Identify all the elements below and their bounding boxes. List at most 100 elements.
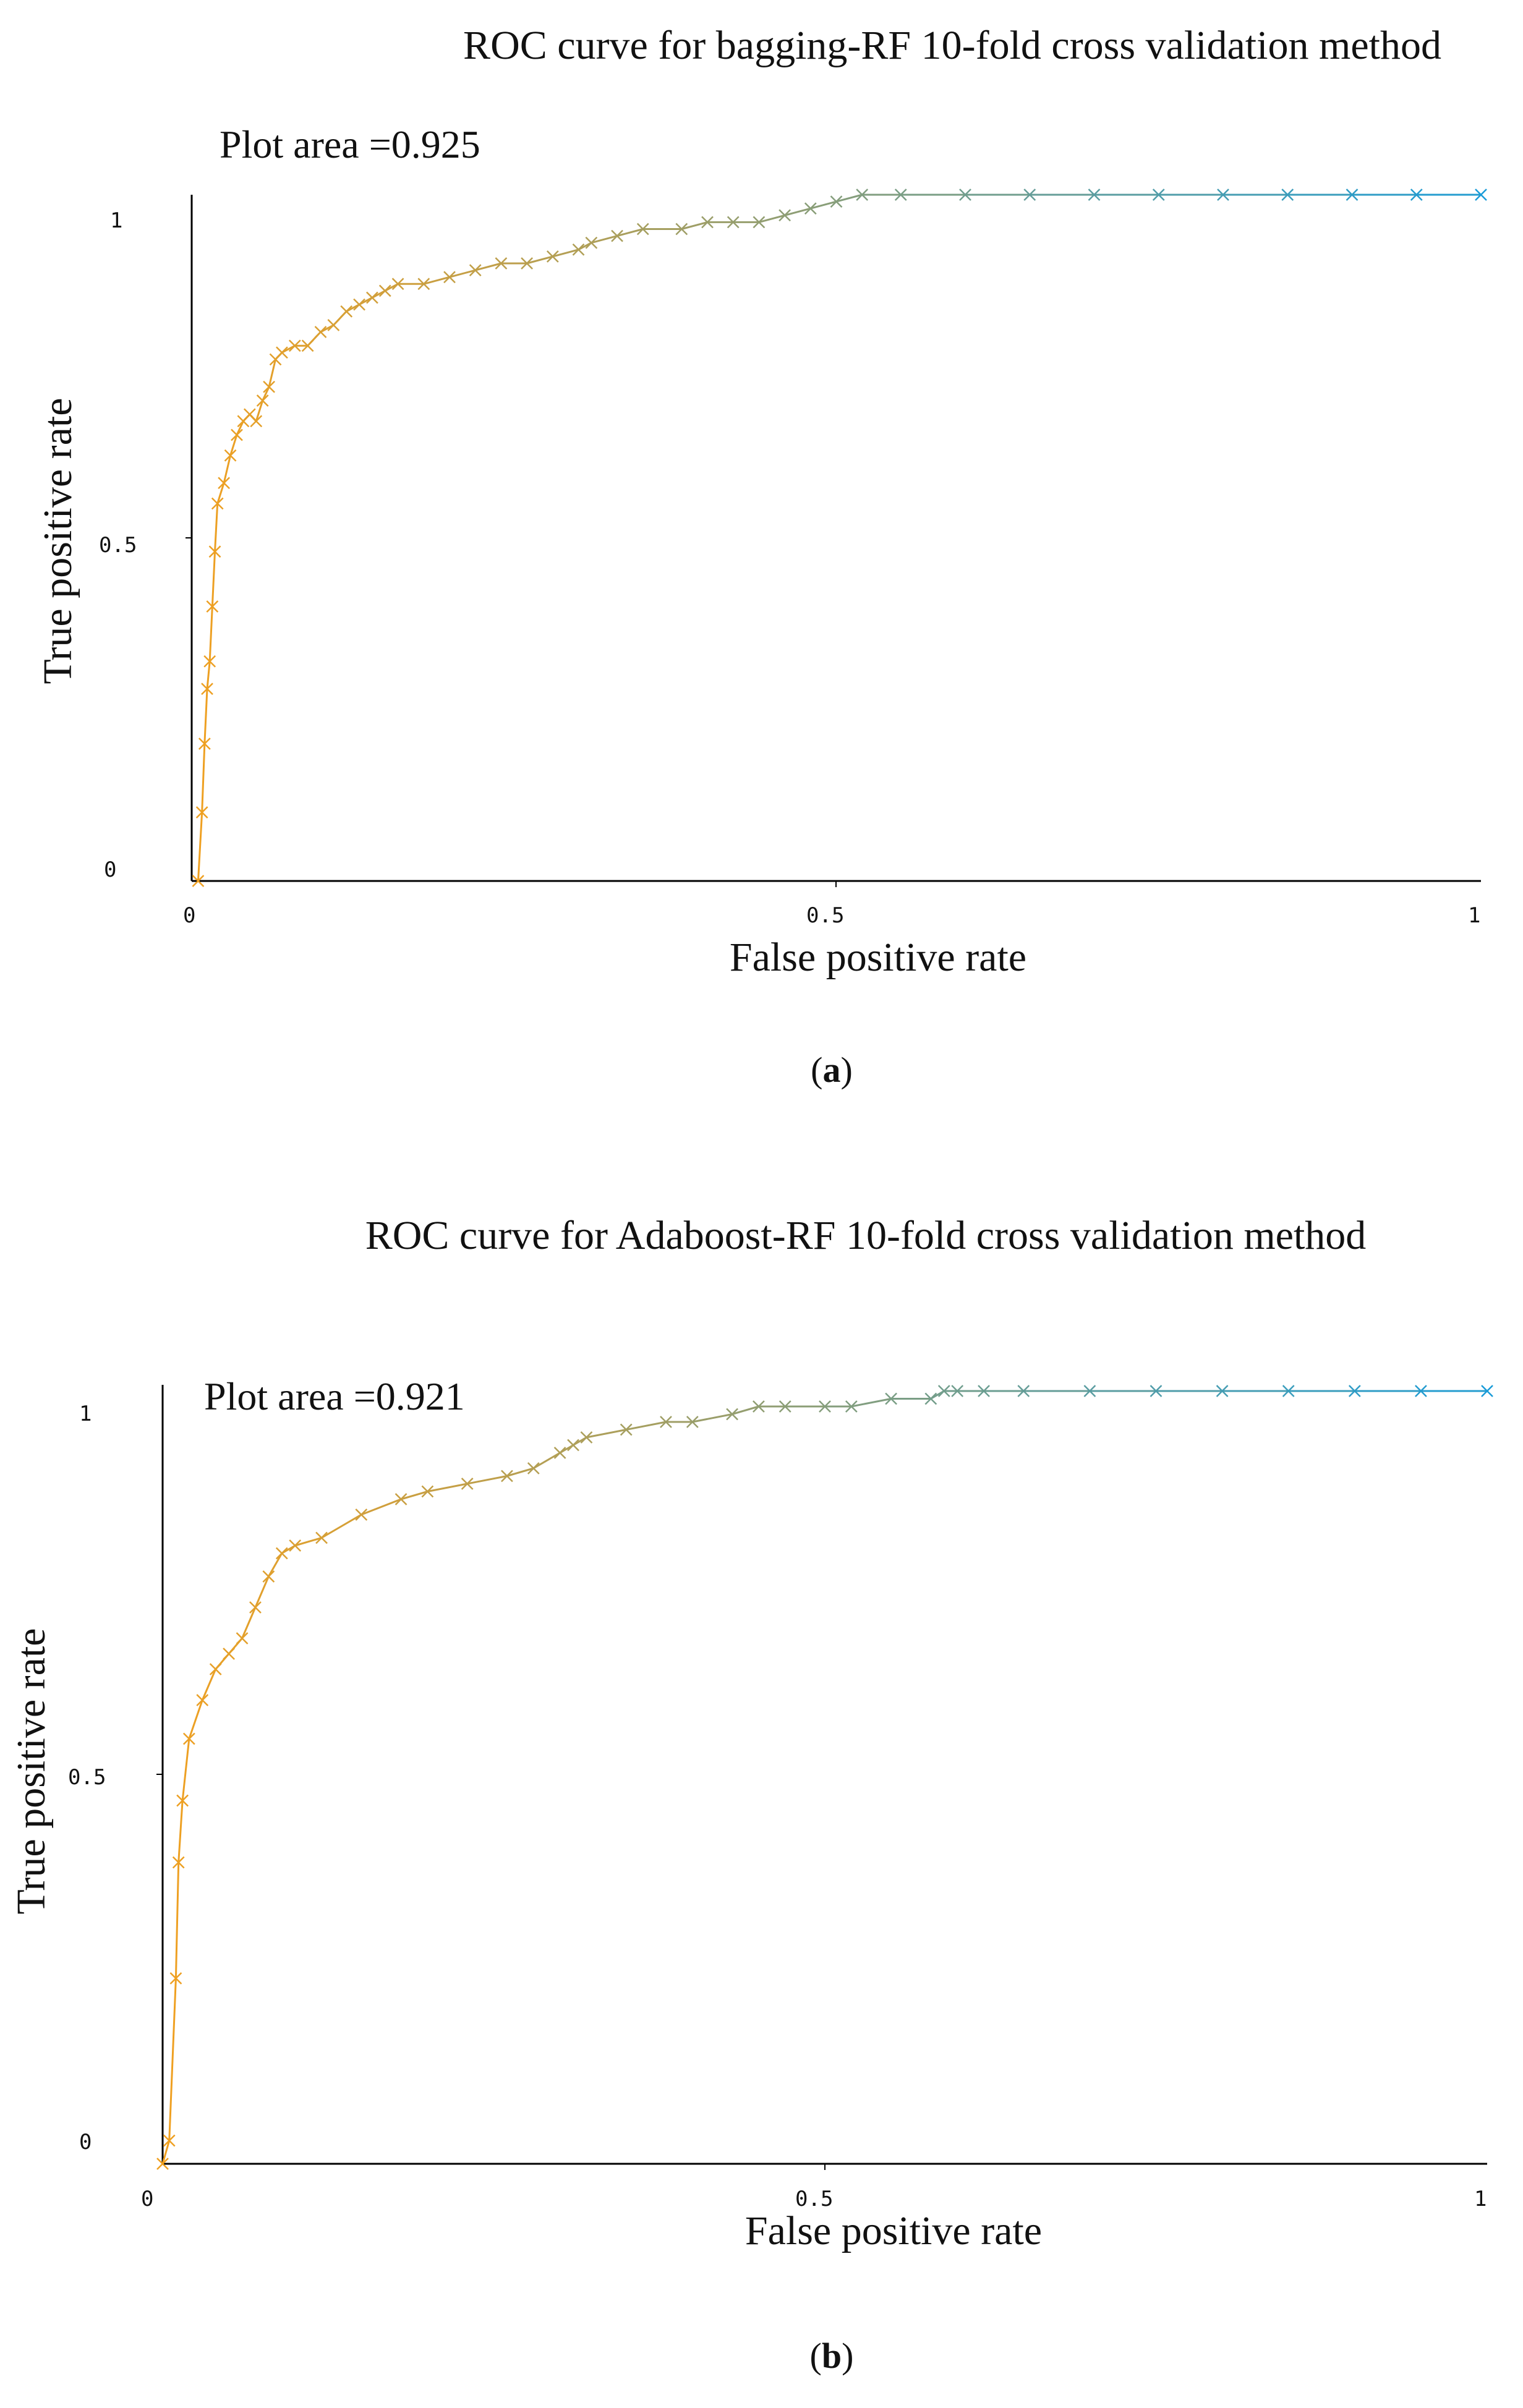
roc-line-segment — [400, 1491, 429, 1500]
roc-point — [1217, 189, 1229, 201]
figure-a: ROC curve for bagging-RF 10-fold cross v… — [0, 0, 1523, 1175]
x-tick-label: 0 — [183, 903, 195, 928]
roc-point — [209, 1663, 222, 1675]
y-tick-label: 1 — [79, 1402, 92, 1426]
roc-point — [660, 1416, 672, 1428]
roc-point — [1152, 189, 1165, 201]
y-axis-label: True positive rate — [9, 1628, 54, 1914]
roc-point — [894, 189, 907, 201]
figure-b: ROC curve for Adaboost-RF 10-fold cross … — [0, 1199, 1523, 2408]
axes — [156, 1385, 1487, 2170]
roc-point — [585, 236, 598, 249]
roc-point — [856, 189, 869, 201]
roc-point — [753, 1400, 765, 1413]
roc-line-segment — [168, 1977, 177, 2142]
roc-chart-a: ROC curve for bagging-RF 10-fold cross v… — [35, 23, 1487, 1090]
roc-line-segment — [526, 255, 554, 265]
roc-point — [163, 2134, 176, 2147]
roc-point — [1281, 189, 1294, 201]
roc-line-segment — [616, 228, 644, 237]
figure-caption: (a) — [811, 1050, 853, 1090]
roc-point — [1150, 1385, 1163, 1397]
x-axis-label: False positive rate — [745, 2208, 1042, 2253]
roc-point — [553, 1447, 566, 1459]
roc-point — [546, 250, 559, 263]
x-tick-label: 0.5 — [795, 2187, 833, 2211]
roc-line-segment — [181, 1738, 190, 1802]
roc-point — [249, 1601, 262, 1614]
caption-letter: a — [823, 1050, 841, 1090]
roc-point — [521, 257, 533, 270]
roc-point — [355, 1508, 368, 1521]
roc-line-segment — [691, 1413, 733, 1423]
y-tick-label: 1 — [110, 208, 122, 233]
roc-point — [527, 1462, 540, 1474]
roc-line-segment — [211, 550, 216, 608]
roc-point — [753, 216, 766, 229]
roc-point — [366, 291, 378, 304]
axes — [186, 195, 1481, 887]
roc-point — [580, 1431, 593, 1444]
roc-point — [391, 278, 404, 291]
roc-point — [156, 2158, 169, 2170]
roc-line-segment — [757, 214, 786, 223]
roc-point — [495, 257, 508, 270]
roc-point — [208, 545, 221, 558]
roc-point — [804, 202, 817, 215]
roc-point — [172, 1856, 185, 1869]
roc-point — [779, 209, 791, 222]
roc-point — [276, 346, 288, 359]
roc-point — [195, 806, 208, 819]
roc-line-segment — [294, 1537, 323, 1547]
roc-line-segment — [850, 1398, 892, 1408]
roc-point — [567, 1439, 579, 1452]
roc-point — [192, 875, 205, 887]
roc-point — [1023, 189, 1036, 201]
roc-point — [1348, 1385, 1361, 1397]
roc-line-segment — [422, 276, 451, 285]
roc-line-segment — [216, 482, 225, 504]
y-tick-label: 0.5 — [68, 1765, 106, 1790]
roc-point — [726, 1408, 738, 1421]
roc-line-segment — [208, 605, 213, 663]
roc-line-segment — [262, 386, 270, 402]
roc-point — [937, 1385, 950, 1397]
roc-point — [256, 394, 269, 407]
roc-point — [288, 339, 301, 352]
roc-line-segment — [835, 194, 863, 203]
roc-point — [327, 319, 340, 331]
roc-line-segment — [177, 1800, 184, 1863]
roc-line-segment — [267, 1552, 283, 1578]
roc-line-segment — [229, 434, 238, 457]
roc-line-segment — [426, 1483, 469, 1492]
roc-point — [686, 1416, 699, 1428]
roc-line-segment — [201, 742, 206, 814]
roc-line-segment — [214, 503, 219, 553]
roc-point — [176, 1794, 189, 1807]
roc-line-segment — [809, 200, 837, 210]
roc-point — [1216, 1385, 1229, 1397]
roc-line-segment — [320, 1513, 362, 1539]
roc-line-segment — [506, 1467, 535, 1477]
roc-point — [701, 216, 714, 229]
plot-marks — [192, 189, 1487, 887]
chart-title: ROC curve for bagging-RF 10-fold cross v… — [463, 23, 1441, 68]
roc-point — [501, 1470, 513, 1483]
roc-line-segment — [731, 1405, 760, 1415]
roc-point — [340, 305, 353, 318]
roc-point — [263, 380, 275, 393]
roc-line-segment — [625, 1421, 667, 1431]
roc-point — [378, 284, 391, 297]
roc-line-segment — [161, 2140, 171, 2165]
roc-point — [211, 497, 224, 510]
roc-point — [1017, 1385, 1030, 1397]
roc-line-segment — [223, 454, 232, 484]
roc-line-segment — [203, 687, 208, 745]
roc-line-segment — [585, 1429, 628, 1439]
roc-point — [885, 1392, 897, 1405]
roc-point — [395, 1493, 407, 1505]
x-tick-label: 0 — [141, 2187, 153, 2211]
roc-point — [819, 1400, 831, 1413]
roc-line-segment — [680, 221, 709, 230]
roc-point — [250, 415, 263, 428]
